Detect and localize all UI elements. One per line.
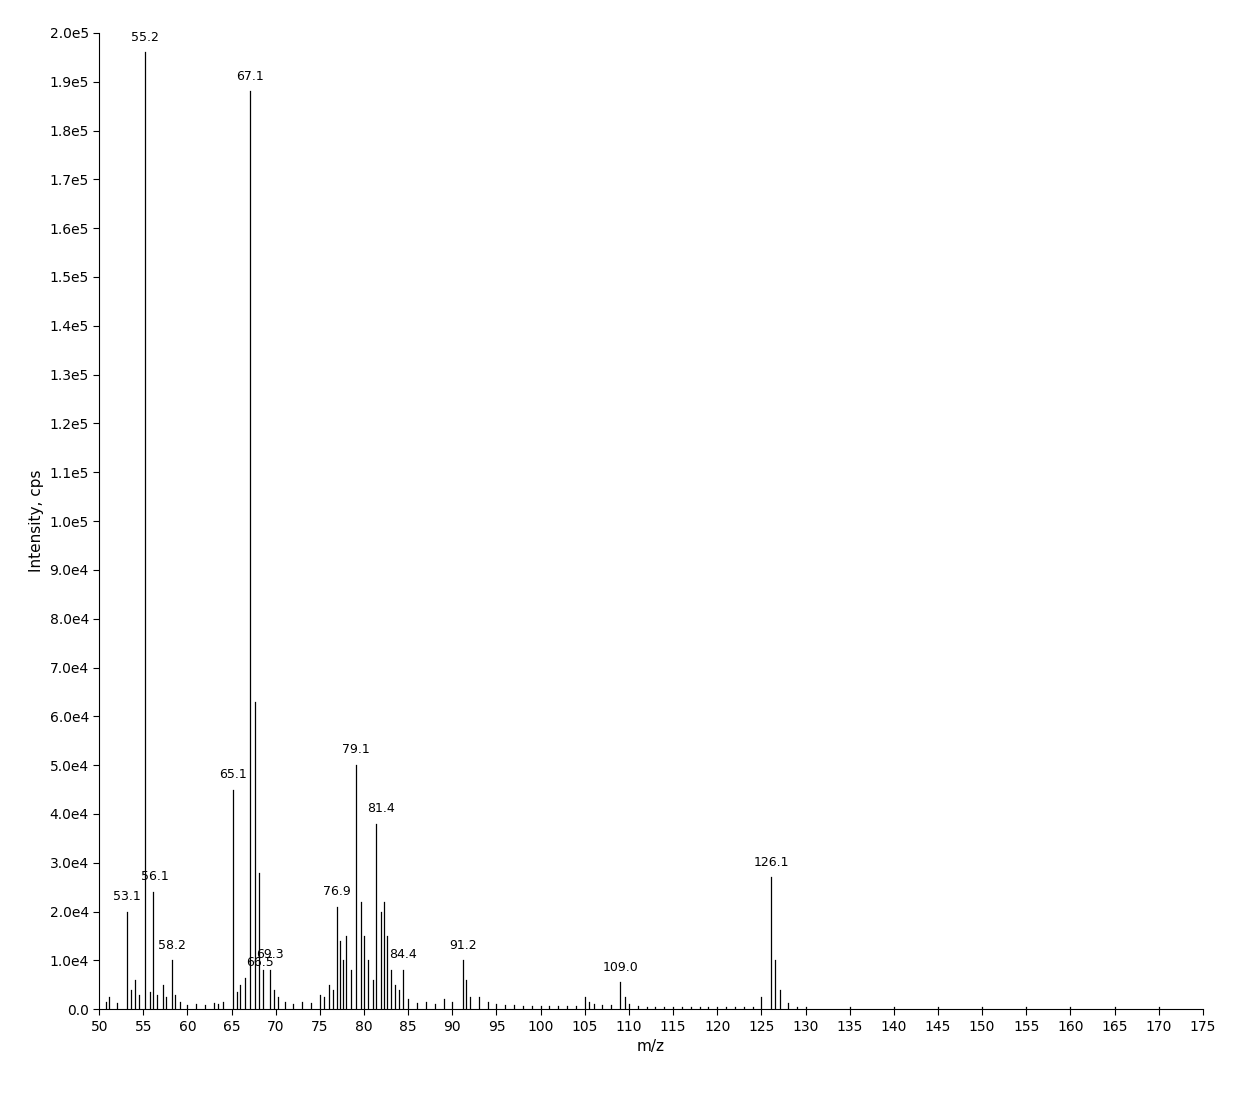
X-axis label: m/z: m/z xyxy=(637,1039,665,1054)
Text: 58.2: 58.2 xyxy=(157,939,186,951)
Text: 126.1: 126.1 xyxy=(754,856,789,869)
Text: 91.2: 91.2 xyxy=(449,939,476,951)
Text: 55.2: 55.2 xyxy=(131,31,159,44)
Text: 65.1: 65.1 xyxy=(218,768,247,781)
Text: 79.1: 79.1 xyxy=(342,744,370,756)
Text: 76.9: 76.9 xyxy=(322,885,351,898)
Text: 84.4: 84.4 xyxy=(389,949,417,961)
Text: 81.4: 81.4 xyxy=(367,802,394,815)
Text: 56.1: 56.1 xyxy=(141,870,169,883)
Text: 69.3: 69.3 xyxy=(255,949,284,961)
Y-axis label: Intensity, cps: Intensity, cps xyxy=(29,470,43,573)
Text: 67.1: 67.1 xyxy=(237,70,264,82)
Text: 66.5: 66.5 xyxy=(246,955,274,969)
Text: 53.1: 53.1 xyxy=(113,890,140,903)
Text: 109.0: 109.0 xyxy=(603,961,637,974)
